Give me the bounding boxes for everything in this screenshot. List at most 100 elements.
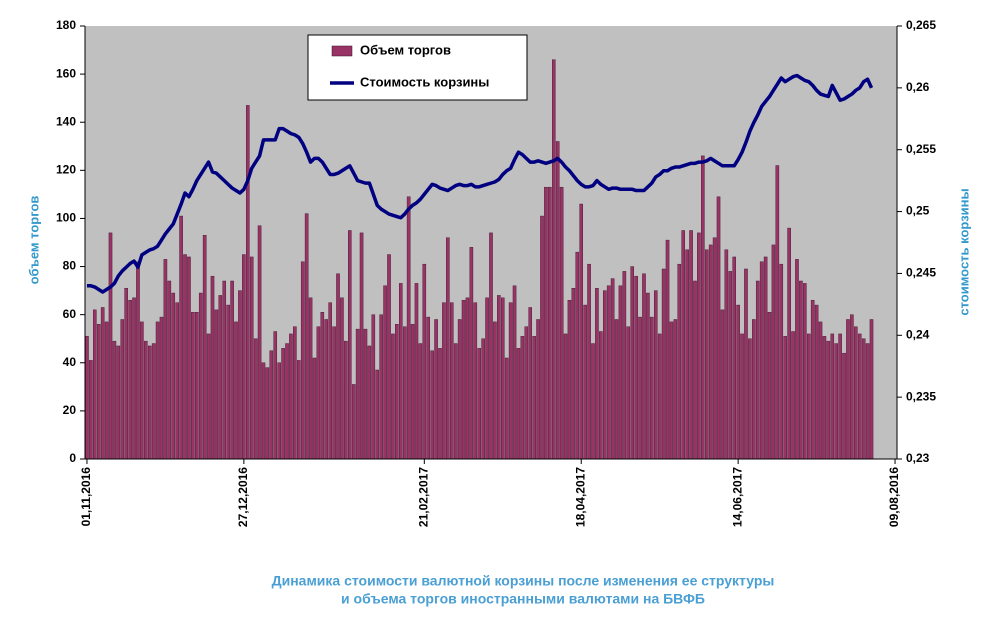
bar [665,239,670,460]
bar [602,290,607,460]
bar [685,249,689,460]
bar [461,300,466,460]
bar [187,256,191,460]
bar [516,348,521,460]
bar [775,165,780,460]
bar [363,328,368,460]
bar [422,263,427,460]
bar [234,321,238,460]
bar [500,297,505,460]
bar [720,309,725,460]
bar [395,324,399,460]
legend-label: Объем торгов [360,42,451,57]
bar [708,244,713,460]
bar [826,340,831,460]
bar [359,232,364,460]
bar [96,324,101,460]
bar [108,232,113,460]
bar [587,263,591,460]
y2-axis-label: стоимость корзины [956,188,971,315]
bar [406,196,411,460]
bar [324,319,329,460]
bar [857,333,862,460]
bar [520,336,525,460]
bar [697,232,701,460]
bar [300,261,305,460]
bar [120,319,125,460]
bar [838,333,842,460]
bar [261,362,266,460]
y2-tick-label: 0,245 [906,266,936,280]
bar [834,343,838,460]
bar [728,271,733,460]
bar [669,321,674,460]
bar [634,275,638,460]
bar [85,336,89,460]
bar [783,336,787,460]
bar [661,268,666,460]
bar [642,273,646,460]
x-tick-label: 27,12,2016 [236,467,250,527]
bar [744,268,748,460]
bar [650,316,654,460]
bar [249,256,254,460]
bar [622,271,627,460]
bar [450,302,454,460]
bar [371,314,376,460]
bar [246,105,250,460]
bar [724,249,729,460]
bar [791,331,795,460]
legend-label: Стоимость корзины [360,74,489,89]
bar [485,297,489,460]
bar [548,186,552,460]
bar [124,288,128,460]
y2-tick-label: 0,235 [906,389,936,403]
y2-tick-label: 0,265 [906,18,936,32]
bar [473,302,478,460]
bar [104,321,109,460]
bar [144,340,148,460]
bar [740,333,744,460]
bar [571,288,576,460]
bar [140,321,144,460]
bar [100,307,105,460]
bar [657,333,662,460]
x-tick-label: 01,11,2016 [79,467,93,527]
bar [453,343,458,460]
bar [151,343,156,460]
bar [426,316,431,460]
bar [689,230,693,460]
y2-tick-label: 0,23 [906,451,930,465]
bar [159,316,164,460]
bar [512,285,517,460]
bar [540,215,544,460]
bar [481,338,485,460]
bar [316,326,321,460]
legend-swatch [331,45,353,57]
bar [508,302,513,460]
y-tick-label: 20 [63,403,77,417]
bar [332,326,336,460]
bar [147,345,152,460]
y-tick-label: 140 [56,114,76,128]
bar [434,319,438,460]
bar [253,338,258,460]
bar [551,59,556,460]
bar [842,352,846,460]
bar [854,326,858,460]
bar [822,336,827,460]
bar [257,225,262,460]
bar [289,333,293,460]
chart-title: и объема торгов иностранными валютами на… [341,591,705,607]
bar [304,213,309,460]
y-tick-label: 120 [56,163,76,177]
bar [497,295,501,460]
bar [175,302,179,460]
bar [210,275,215,460]
y2-tick-label: 0,24 [906,327,930,341]
bar [536,319,540,460]
bar [559,186,564,460]
bar [399,283,403,460]
bar [265,367,270,460]
